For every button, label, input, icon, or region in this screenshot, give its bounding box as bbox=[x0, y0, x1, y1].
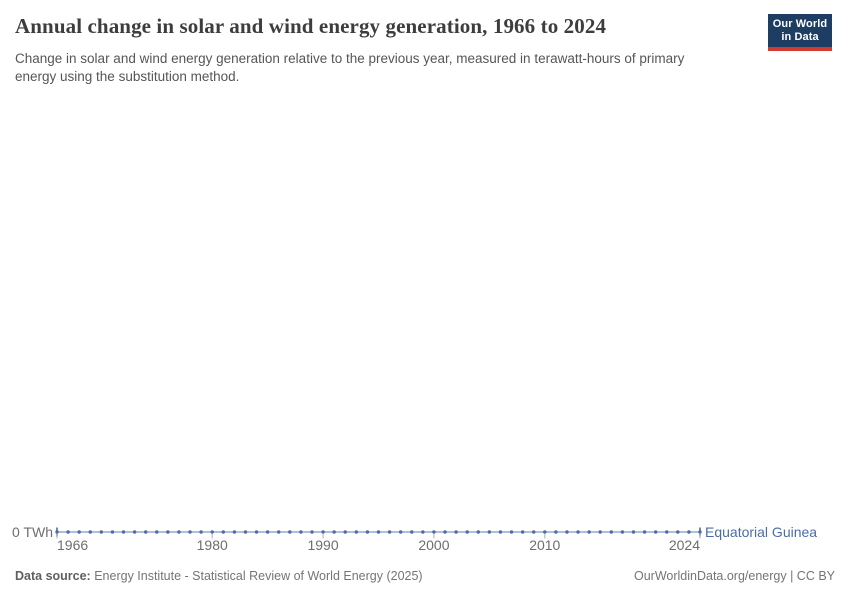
x-axis-tick-label: 2010 bbox=[529, 537, 561, 553]
data-point-marker bbox=[576, 530, 580, 534]
data-point-marker bbox=[465, 530, 469, 534]
data-point-marker bbox=[398, 530, 403, 534]
data-point-marker bbox=[188, 530, 192, 534]
data-point-marker bbox=[288, 530, 292, 534]
data-point-marker bbox=[265, 530, 270, 534]
data-point-marker bbox=[609, 530, 614, 534]
chart-title: Annual change in solar and wind energy g… bbox=[15, 14, 607, 38]
data-point-marker bbox=[410, 530, 414, 534]
data-point-marker bbox=[177, 530, 181, 534]
data-point-marker bbox=[88, 530, 92, 534]
data-point-marker bbox=[653, 530, 658, 534]
data-source-text: Energy Institute - Statistical Review of… bbox=[90, 569, 423, 583]
data-point-marker bbox=[520, 530, 525, 534]
data-point-marker bbox=[454, 530, 458, 534]
data-point-marker bbox=[332, 530, 336, 534]
data-point-marker bbox=[299, 530, 303, 534]
data-point-marker bbox=[232, 530, 237, 534]
data-point-marker bbox=[110, 530, 115, 534]
data-point-marker bbox=[543, 530, 547, 534]
chart-subtitle: Change in solar and wind energy generati… bbox=[15, 51, 685, 84]
data-point-marker bbox=[99, 530, 104, 534]
data-point-marker bbox=[665, 530, 669, 534]
data-point-marker bbox=[698, 530, 702, 534]
owid-logo-line1: Our World bbox=[772, 18, 828, 30]
data-point-marker bbox=[321, 530, 325, 534]
data-point-marker bbox=[476, 530, 480, 534]
data-point-marker bbox=[210, 530, 214, 534]
data-point-marker bbox=[631, 530, 636, 534]
data-point-marker bbox=[166, 530, 170, 534]
data-point-marker bbox=[554, 530, 558, 534]
data-point-marker bbox=[121, 530, 126, 534]
data-point-marker bbox=[443, 530, 447, 534]
data-point-marker bbox=[421, 530, 425, 534]
data-point-marker bbox=[620, 530, 625, 534]
data-point-marker bbox=[243, 530, 248, 534]
data-source-label: Data source: bbox=[15, 569, 91, 583]
x-axis-tick-label: 1966 bbox=[57, 537, 89, 553]
footer-credit-link[interactable]: OurWorldinData.org/energy | CC BY bbox=[633, 569, 835, 583]
data-point-marker bbox=[376, 530, 381, 534]
x-axis-tick-label: 2024 bbox=[668, 537, 700, 553]
data-point-marker bbox=[509, 530, 514, 534]
data-point-marker bbox=[354, 530, 359, 534]
data-point-marker bbox=[532, 530, 536, 534]
owid-logo-line2: in Data bbox=[781, 31, 819, 43]
data-point-marker bbox=[143, 530, 148, 534]
data-point-marker bbox=[642, 530, 647, 534]
data-point-marker bbox=[55, 530, 59, 534]
data-point-marker bbox=[565, 530, 569, 534]
chart-footer: Data source: Energy Institute - Statisti… bbox=[15, 569, 835, 584]
data-point-marker bbox=[155, 530, 159, 534]
y-axis-tick-label: 0 TWh bbox=[12, 524, 53, 540]
data-point-marker bbox=[687, 530, 691, 534]
data-point-marker bbox=[310, 530, 314, 534]
data-point-marker bbox=[77, 530, 81, 534]
x-axis-tick-label: 1980 bbox=[196, 537, 228, 553]
data-point-marker bbox=[598, 530, 602, 534]
data-point-marker bbox=[254, 530, 259, 534]
data-point-marker bbox=[498, 530, 503, 534]
data-point-marker bbox=[365, 530, 370, 534]
data-point-marker bbox=[199, 530, 203, 534]
data-point-marker bbox=[66, 530, 70, 534]
series-entity-label[interactable]: Equatorial Guinea bbox=[705, 524, 818, 540]
data-point-marker bbox=[587, 530, 591, 534]
data-point-marker bbox=[676, 530, 680, 534]
data-point-marker bbox=[221, 530, 225, 534]
data-source-line: Data source: Energy Institute - Statisti… bbox=[15, 569, 423, 584]
x-axis-tick-label: 2000 bbox=[418, 537, 450, 553]
owid-logo: Our World in Data bbox=[768, 14, 832, 51]
x-axis-tick-label: 1990 bbox=[307, 537, 339, 553]
data-point-marker bbox=[487, 530, 492, 534]
data-point-marker bbox=[387, 530, 392, 534]
data-point-marker bbox=[277, 530, 281, 534]
data-point-marker bbox=[343, 530, 347, 534]
data-point-marker bbox=[432, 530, 436, 534]
data-point-marker bbox=[132, 530, 137, 534]
